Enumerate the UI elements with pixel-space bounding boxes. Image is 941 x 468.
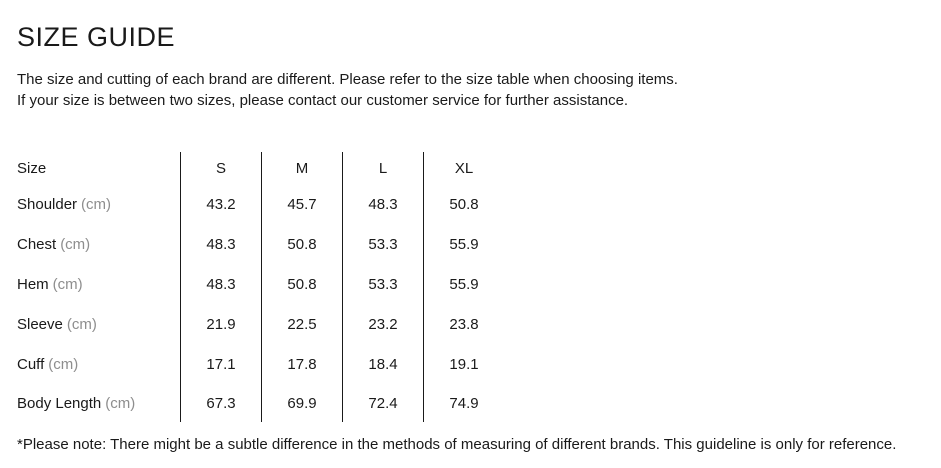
- size-column-header-s: S: [180, 152, 261, 184]
- size-column-header-xl: XL: [423, 152, 504, 184]
- hem-value-xl: 55.9: [423, 264, 504, 304]
- chest-value-l: 53.3: [342, 224, 423, 264]
- row-label-body-length: Body Length (cm): [17, 384, 180, 422]
- sleeve-value-xl: 23.8: [423, 304, 504, 344]
- hem-value-l: 53.3: [342, 264, 423, 304]
- size-column-header-l: L: [342, 152, 423, 184]
- row-label-hem: Hem (cm): [17, 264, 180, 304]
- measurement-unit: (cm): [105, 394, 136, 412]
- chest-value-xl: 55.9: [423, 224, 504, 264]
- body-length-value-xl: 74.9: [423, 384, 504, 422]
- chest-value-s: 48.3: [180, 224, 261, 264]
- sleeve-value-s: 21.9: [180, 304, 261, 344]
- shoulder-value-l: 48.3: [342, 184, 423, 224]
- cuff-value-xl: 19.1: [423, 344, 504, 384]
- measurement-name: Shoulder: [17, 195, 78, 213]
- footnote: *Please note: There might be a subtle di…: [17, 436, 897, 453]
- size-column-header-m: M: [261, 152, 342, 184]
- measurement-unit: (cm): [60, 235, 91, 253]
- shoulder-value-m: 45.7: [261, 184, 342, 224]
- measurement-name: Sleeve: [17, 315, 63, 333]
- chest-value-m: 50.8: [261, 224, 342, 264]
- body-length-value-l: 72.4: [342, 384, 423, 422]
- sleeve-value-l: 23.2: [342, 304, 423, 344]
- measurement-unit: (cm): [48, 355, 79, 373]
- measurement-unit: (cm): [52, 275, 83, 293]
- body-length-value-s: 67.3: [180, 384, 261, 422]
- size-table-header-label: Size: [17, 159, 47, 177]
- page-title: SIZE GUIDE: [17, 22, 176, 52]
- measurement-unit: (cm): [81, 195, 112, 213]
- measurement-name: Chest: [17, 235, 57, 253]
- measurement-name: Body Length: [17, 394, 102, 412]
- row-label-shoulder: Shoulder (cm): [17, 184, 180, 224]
- cuff-value-l: 18.4: [342, 344, 423, 384]
- sleeve-value-m: 22.5: [261, 304, 342, 344]
- size-table: Size S M L XL Shoulder (cm) 43.2 45.7 48…: [17, 152, 504, 422]
- hem-value-s: 48.3: [180, 264, 261, 304]
- cuff-value-m: 17.8: [261, 344, 342, 384]
- shoulder-value-xl: 50.8: [423, 184, 504, 224]
- row-label-chest: Chest (cm): [17, 224, 180, 264]
- body-length-value-m: 69.9: [261, 384, 342, 422]
- size-guide-page: SIZE GUIDE The size and cutting of each …: [17, 22, 897, 454]
- intro-line-1: The size and cutting of each brand are d…: [17, 71, 678, 88]
- intro-line-2: If your size is between two sizes, pleas…: [17, 92, 629, 109]
- shoulder-value-s: 43.2: [180, 184, 261, 224]
- measurement-name: Hem: [17, 275, 49, 293]
- row-label-cuff: Cuff (cm): [17, 344, 180, 384]
- measurement-name: Cuff: [17, 355, 45, 373]
- cuff-value-s: 17.1: [180, 344, 261, 384]
- hem-value-m: 50.8: [261, 264, 342, 304]
- row-label-sleeve: Sleeve (cm): [17, 304, 180, 344]
- measurement-unit: (cm): [66, 315, 97, 333]
